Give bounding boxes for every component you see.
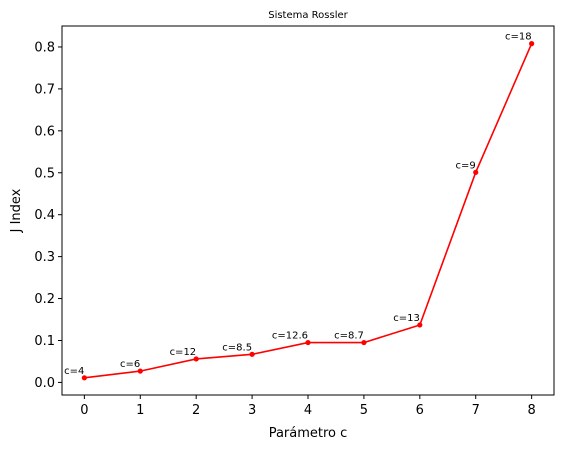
x-tick-label: 3 — [248, 403, 256, 418]
data-point-label: c=8.7 — [334, 331, 364, 342]
data-point — [473, 169, 479, 175]
y-tick-label: 0.0 — [34, 376, 55, 391]
data-point — [249, 351, 255, 357]
x-axis-label: Parámetro c — [269, 426, 348, 441]
x-tick-label: 7 — [472, 403, 480, 418]
y-axis-label: J Index — [9, 188, 24, 233]
data-point — [417, 322, 423, 328]
plot-frame — [61, 25, 555, 396]
x-tick-label: 5 — [360, 403, 368, 418]
x-tick-label: 2 — [192, 403, 200, 418]
series-layer: c=4 c=6 c=12 c=8.5 c=12.6 c=8.7 c=13 c=9 c=18 — [64, 32, 535, 381]
y-axis: 0.0 0.1 0.2 0.3 0.4 0.5 0.6 0.7 0.8 — [34, 40, 62, 391]
data-point — [137, 368, 143, 374]
data-point — [81, 375, 87, 381]
x-tick-label: 1 — [136, 403, 144, 418]
x-tick-label: 0 — [80, 403, 88, 418]
y-tick-label: 0.5 — [34, 166, 55, 181]
data-point-label: c=12.6 — [272, 331, 308, 342]
data-point-label: c=12 — [170, 347, 197, 358]
y-tick-label: 0.2 — [34, 292, 55, 307]
data-point — [193, 356, 199, 362]
y-tick-label: 0.1 — [34, 334, 55, 349]
data-point — [361, 339, 367, 346]
data-point-label: c=6 — [120, 359, 140, 370]
data-point-label: c=8.5 — [222, 342, 252, 353]
data-point — [529, 41, 535, 47]
data-point-label: c=18 — [505, 32, 532, 43]
data-point — [305, 339, 311, 346]
x-tick-label: 4 — [304, 403, 312, 418]
y-tick-label: 0.4 — [34, 208, 55, 223]
series-line — [84, 43, 533, 379]
y-tick-label: 0.8 — [34, 40, 55, 55]
x-tick-label: 8 — [527, 403, 535, 418]
chart-title: Sistema Rossler — [268, 10, 348, 21]
y-tick-label: 0.6 — [34, 124, 55, 139]
x-tick-label: 6 — [416, 403, 424, 418]
x-axis: 0 1 2 3 4 5 6 7 8 — [80, 395, 536, 418]
data-point-label: c=4 — [64, 366, 84, 377]
data-point-label: c=13 — [393, 313, 420, 324]
data-point-label: c=9 — [455, 160, 475, 171]
y-tick-label: 0.3 — [34, 250, 55, 265]
y-tick-label: 0.7 — [34, 82, 55, 97]
